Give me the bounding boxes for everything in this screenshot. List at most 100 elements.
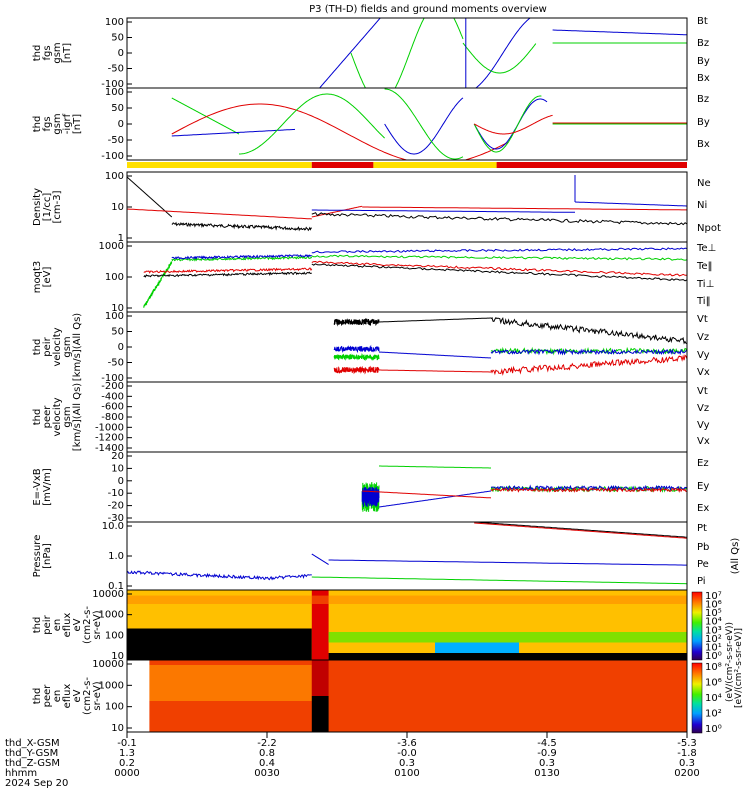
ephem-value: 0.4 (259, 758, 275, 769)
y-tick-label: -200 (101, 381, 124, 392)
y-axis-label: gsm (62, 406, 73, 427)
legend-By: By (697, 56, 710, 67)
y-tick-label: 0 (118, 119, 124, 130)
legend-Ex: Ex (697, 503, 709, 514)
colorbar-tick: 10⁸ (705, 662, 722, 673)
panel-frame (126, 451, 688, 523)
y-tick-label: 20 (111, 451, 124, 462)
spectro-black (127, 628, 312, 660)
legend-Vt: Vt (697, 386, 708, 397)
y-axis-label: gsm (62, 336, 73, 357)
ne-trace (127, 208, 312, 220)
y-axis-label: gsm (52, 113, 63, 134)
tipar-trace-2 (311, 247, 687, 254)
y-axis-label: thd (32, 688, 43, 705)
ti-trace-2 (311, 254, 687, 261)
ne-trace-2 (311, 205, 363, 218)
ephem-value: 0030 (254, 768, 279, 779)
y-tick-label: -600 (101, 402, 124, 413)
ex-line (378, 490, 492, 508)
y-tick-label: -100 (101, 79, 124, 90)
y-tick-label: 100 (105, 272, 124, 283)
ti-trace (171, 255, 313, 262)
y-axis-label: Pressure (32, 535, 43, 578)
y-tick-label: -1400 (95, 443, 124, 454)
y-axis-label: eflux (62, 684, 73, 709)
ephem-value: 0.3 (399, 758, 415, 769)
ephem-row-label: 2024 Sep 20 (5, 778, 68, 789)
colorbar-tick: 10⁰ (705, 651, 722, 662)
ephem-row-label: hhmm (5, 768, 37, 779)
y-axis-label: eV (72, 689, 83, 702)
y-tick-label: 100 (105, 311, 124, 322)
pi-trace (127, 570, 312, 581)
y-tick-label: -50 (108, 358, 124, 369)
dby-trace-4 (473, 95, 542, 153)
y-axis-label: [mV/m] (42, 468, 53, 506)
y-tick-label: -10 (108, 488, 124, 499)
legend-Ne: Ne (697, 178, 711, 189)
tepar-trace (143, 271, 312, 278)
spectro-red-strip (311, 590, 329, 660)
panel-p1: 100 50 0 -50 -100 thd fgs gsm [nT] Bt Bz By Bx (32, 16, 710, 90)
colorbar-tick: 10⁰ (705, 724, 722, 735)
colorbar-tick: 10² (705, 634, 722, 645)
y-axis-label: fgs (42, 45, 53, 60)
pb-line (474, 522, 687, 539)
te-trace (143, 267, 313, 274)
y-axis-label: [1/cc] (42, 193, 53, 222)
panel-frame (126, 17, 688, 89)
vx-trace-2 (490, 348, 687, 356)
y-axis-label: sr-eV) (92, 610, 103, 639)
y-tick-label: 10 (111, 723, 124, 734)
legend-Pi: Pi (697, 576, 706, 587)
y-tick-label: -50 (108, 64, 124, 75)
by-trace-2 (462, 42, 537, 74)
legend-Ez: Ez (697, 458, 709, 469)
ephem-value: 0130 (534, 768, 559, 779)
spectro-top (127, 595, 687, 604)
ephem-value: -3.6 (397, 738, 417, 749)
y-tick-label: 1000 (99, 241, 124, 252)
y-axis-label: velocity (52, 397, 63, 436)
dbz-trace (171, 103, 509, 160)
ex-trace (361, 487, 380, 508)
colorbar-tick: 10¹ (705, 642, 722, 653)
y-tick-label: 10000 (92, 659, 124, 670)
y-tick-label: 0 (118, 476, 124, 487)
colorbar-top (691, 591, 703, 661)
spectro2-white (127, 660, 150, 732)
y-tick-label: 10.0 (102, 521, 124, 532)
y-tick-label: 100 (105, 702, 124, 713)
y-axis-label: peer (42, 684, 53, 708)
dbx-trace (171, 128, 296, 137)
y-tick-label: 1 (118, 233, 124, 244)
bx-trace (318, 18, 381, 88)
y-axis-label: gsm (52, 42, 63, 63)
y-tick-label: -20 (108, 501, 124, 512)
by-trace (350, 18, 464, 88)
panel-p9: 10000 1000 100 10 thd peir en eflux eV (cm2-s-sr-… (32, 589, 688, 662)
vz-trace (333, 365, 380, 375)
legend-Bt: Bt (697, 16, 708, 27)
dbx-trace-2 (384, 97, 464, 155)
panel-frame (126, 381, 688, 453)
ni-trace (127, 176, 173, 218)
ephem-value: 0100 (394, 768, 419, 779)
y-axis-label: [km/s](All Qs) (72, 313, 83, 381)
legend-Ey: Ey (697, 481, 709, 492)
y-tick-label: -50 (108, 135, 124, 146)
vx-trace (333, 344, 380, 354)
legend-Vx: Vx (697, 436, 710, 447)
y-tick-label: 10 (111, 202, 124, 213)
vt-trace-2 (490, 316, 687, 345)
spectro-black-2 (328, 653, 687, 660)
pi-line (328, 559, 687, 566)
y-axis-label: (cm2-s- (82, 677, 93, 715)
y-axis-label: [km/s](All Qs) (72, 383, 83, 451)
legend-Pe: Pe (697, 559, 709, 570)
y-axis-label: peir (42, 614, 53, 634)
vt-line (379, 317, 491, 323)
legend-Ni: Ni (697, 200, 707, 211)
